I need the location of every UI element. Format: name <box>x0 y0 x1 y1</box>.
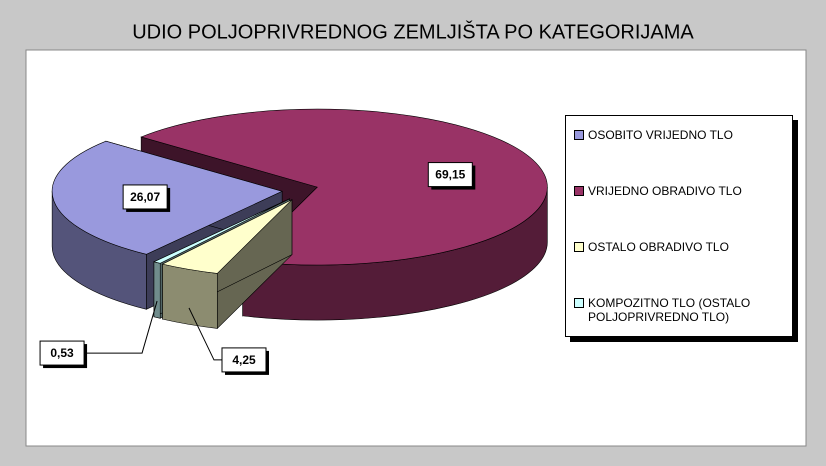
data-label: 0,53 <box>50 346 74 360</box>
legend-label: OSTALO OBRADIVO TLO <box>588 240 729 254</box>
legend-swatch <box>574 242 584 252</box>
data-label: 4,25 <box>232 353 256 367</box>
legend-label: OSOBITO VRIJEDNO TLO <box>588 128 733 142</box>
slice-top <box>153 198 290 264</box>
legend-swatch <box>574 130 584 140</box>
legend: OSOBITO VRIJEDNO TLO VRIJEDNO OBRADIVO TL… <box>565 115 793 337</box>
legend-item: OSTALO OBRADIVO TLO <box>574 240 784 254</box>
slice-top <box>140 108 548 266</box>
legend-swatch <box>574 298 584 308</box>
label-box <box>427 162 473 188</box>
legend-item: OSOBITO VRIJEDNO TLO <box>574 128 784 142</box>
label-box <box>39 340 85 366</box>
legend-label: KOMPOZITNO TLO (OSTALO POLJOPRIVREDNO TL… <box>588 296 751 324</box>
slice-side <box>162 263 218 329</box>
data-label: 26,07 <box>130 190 160 204</box>
data-label: 69,15 <box>435 168 465 182</box>
label-box <box>122 184 168 210</box>
leader-line <box>62 300 158 354</box>
slice <box>161 198 293 330</box>
legend-item: KOMPOZITNO TLO (OSTALO POLJOPRIVREDNO TL… <box>574 296 784 324</box>
legend-swatch <box>574 186 584 196</box>
legend-item: VRIJEDNO OBRADIVO TLO <box>574 184 784 198</box>
slice-top <box>161 199 293 274</box>
label-box <box>221 347 267 373</box>
legend-label: VRIJEDNO OBRADIVO TLO <box>588 184 742 198</box>
chart-title: UDIO POLJOPRIVREDNOG ZEMLJIŠTA PO KATEGO… <box>132 20 694 43</box>
